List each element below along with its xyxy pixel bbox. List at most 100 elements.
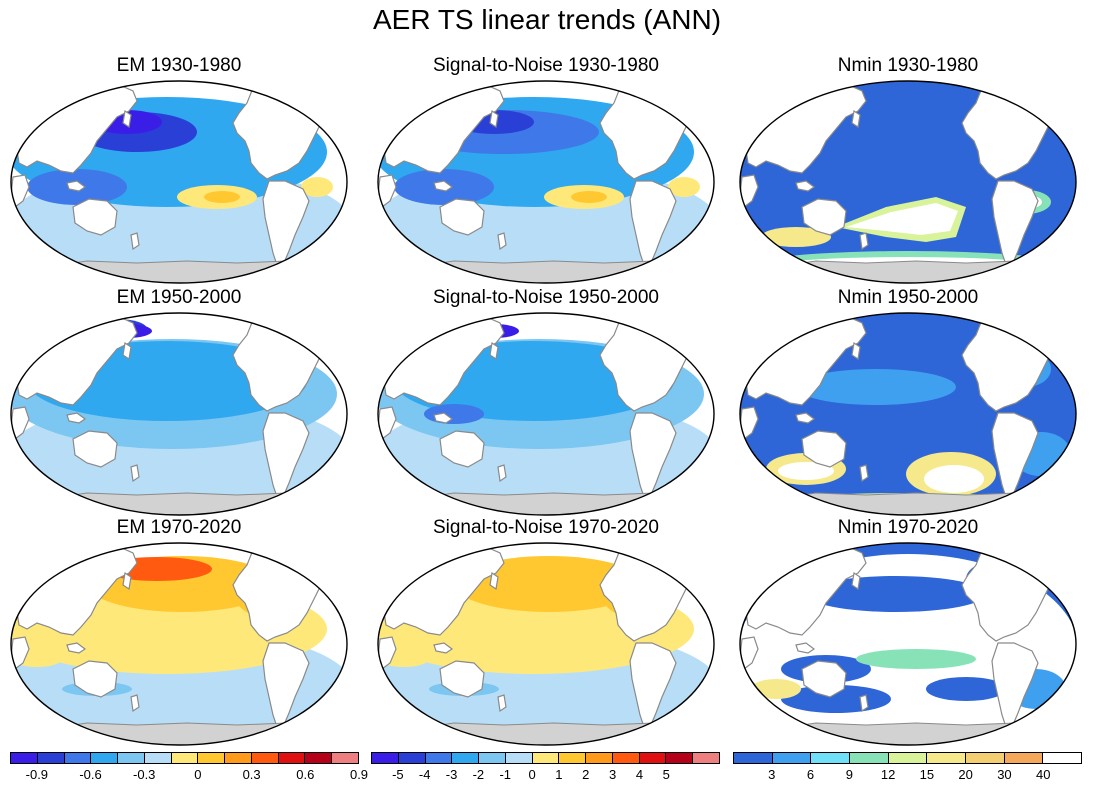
map-em-1950-2000 <box>10 312 348 516</box>
panel-title: Signal-to-Noise 1950-2000 <box>432 287 660 308</box>
contour-region <box>489 561 559 577</box>
colorbar-swatch <box>666 753 694 763</box>
colorbar-swatch <box>225 753 252 763</box>
colorbar-swatch <box>1004 753 1044 763</box>
panel-title: Nmin 1950-2000 <box>837 287 979 308</box>
map-border <box>10 542 348 746</box>
colorbar-swatch <box>37 753 65 763</box>
colorbar-swatch <box>11 753 38 763</box>
landmass <box>306 313 338 334</box>
panel-snr-1930-1980: Signal-to-Noise 1930-1980 <box>371 55 721 290</box>
ocean-field <box>740 81 1076 283</box>
contour-region <box>796 369 956 405</box>
colorbar-tick-label: 0.9 <box>349 767 369 782</box>
landmass <box>72 198 118 236</box>
landmass <box>262 180 310 266</box>
colorbar-tick-label: 0 <box>194 767 202 782</box>
panel-snr-1950-2000: Signal-to-Noise 1950-2000 <box>371 287 721 522</box>
colorbar-tick-label: -0.3 <box>133 767 156 782</box>
ocean-field <box>378 81 714 283</box>
landmass <box>439 198 485 236</box>
ocean-field <box>740 543 1076 745</box>
colorbar-swatch <box>91 753 119 763</box>
map-border <box>377 80 715 284</box>
map-snr-1930-1980 <box>377 80 715 284</box>
landmass <box>378 636 397 670</box>
map-nmin-1970-2020 <box>739 542 1077 746</box>
contour-region <box>301 177 333 197</box>
landmass <box>262 642 310 728</box>
panel-nmin-1950-2000: Nmin 1950-2000 <box>733 287 1083 522</box>
colorbar-swatch <box>772 753 812 763</box>
landmass <box>740 174 759 208</box>
landmass <box>497 464 507 483</box>
landmass <box>122 109 132 129</box>
landmass <box>11 174 30 208</box>
landmass <box>851 571 861 591</box>
panel-title: Signal-to-Noise 1970-2020 <box>432 517 660 538</box>
panel-em-1970-2020: EM 1970-2020 <box>4 517 354 752</box>
colorbar-swatch <box>559 753 587 763</box>
colorbar-tick-label: -0.6 <box>79 767 102 782</box>
map-em-1930-1980 <box>10 80 348 284</box>
landmass <box>433 180 454 192</box>
landmass <box>859 232 869 251</box>
colorbar-swatch <box>811 753 851 763</box>
map-border <box>377 312 715 516</box>
landmass <box>991 412 1039 498</box>
landmass <box>439 660 485 698</box>
map-nmin-1930-1980 <box>739 80 1077 284</box>
contour-region <box>668 177 700 197</box>
colorbar-tick-label: 0.6 <box>296 767 315 782</box>
colorbar-em: -0.9 -0.6 -0.3 0 0.3 0.6 0.9 <box>10 752 368 790</box>
map-nmin-1950-2000 <box>739 312 1077 516</box>
contour-region <box>97 604 297 664</box>
landmass <box>1035 543 1067 564</box>
panel-title: Signal-to-Noise 1930-1980 <box>432 55 660 76</box>
colorbar-swatch <box>850 753 889 763</box>
colorbar-swatch <box>425 753 453 763</box>
contour-region <box>204 191 240 203</box>
contour-region <box>740 313 1076 515</box>
colorbar-swatches <box>371 752 720 764</box>
colorbar-tick-label: 40 <box>1035 767 1051 782</box>
landmass <box>801 660 847 698</box>
landmass <box>795 412 816 424</box>
landmass <box>489 571 499 591</box>
map-snr-1950-2000 <box>377 312 715 516</box>
colorbar-swatch <box>144 753 172 763</box>
colorbar-swatch <box>927 753 967 763</box>
colorbar-tick-label: -1 <box>499 767 511 782</box>
colorbar-swatch <box>251 753 279 763</box>
contour-region <box>846 203 958 235</box>
landmass <box>122 341 132 361</box>
colorbar-tick-label: -2 <box>472 767 485 782</box>
landmass <box>1035 313 1067 334</box>
colorbar-swatch <box>372 753 399 763</box>
contour-region <box>464 604 664 664</box>
colorbar-swatch <box>278 753 306 763</box>
colorbar-tick-label: 5 <box>662 767 670 782</box>
panel-snr-1970-2020: Signal-to-Noise 1970-2020 <box>371 517 721 752</box>
map-border <box>10 80 348 284</box>
colorbar-swatch <box>693 753 719 763</box>
landmass <box>72 430 118 468</box>
colorbar-tick-label: 3 <box>768 767 776 782</box>
colorbar-snr: -5 -4 -3 -2 -1 0 1 2 3 4 5 <box>371 752 720 790</box>
panel-nmin-1930-1980: Nmin 1930-1980 <box>733 55 1083 290</box>
landmass <box>795 180 816 192</box>
contour-region <box>926 677 1006 701</box>
landmass <box>851 341 861 361</box>
landmass <box>66 642 87 654</box>
panel-title: EM 1950-2000 <box>116 287 242 308</box>
map-snr-1970-2020 <box>377 542 715 746</box>
landmass <box>801 430 847 468</box>
contour-region <box>761 227 831 247</box>
colorbar-tick-label: 1 <box>555 767 563 782</box>
colorbar-swatch <box>171 753 199 763</box>
colorbar-tick-label: 3 <box>608 767 617 782</box>
colorbar-swatches <box>10 752 359 764</box>
landmass <box>433 412 454 424</box>
colorbar-swatch <box>64 753 92 763</box>
landmass <box>991 180 1039 266</box>
